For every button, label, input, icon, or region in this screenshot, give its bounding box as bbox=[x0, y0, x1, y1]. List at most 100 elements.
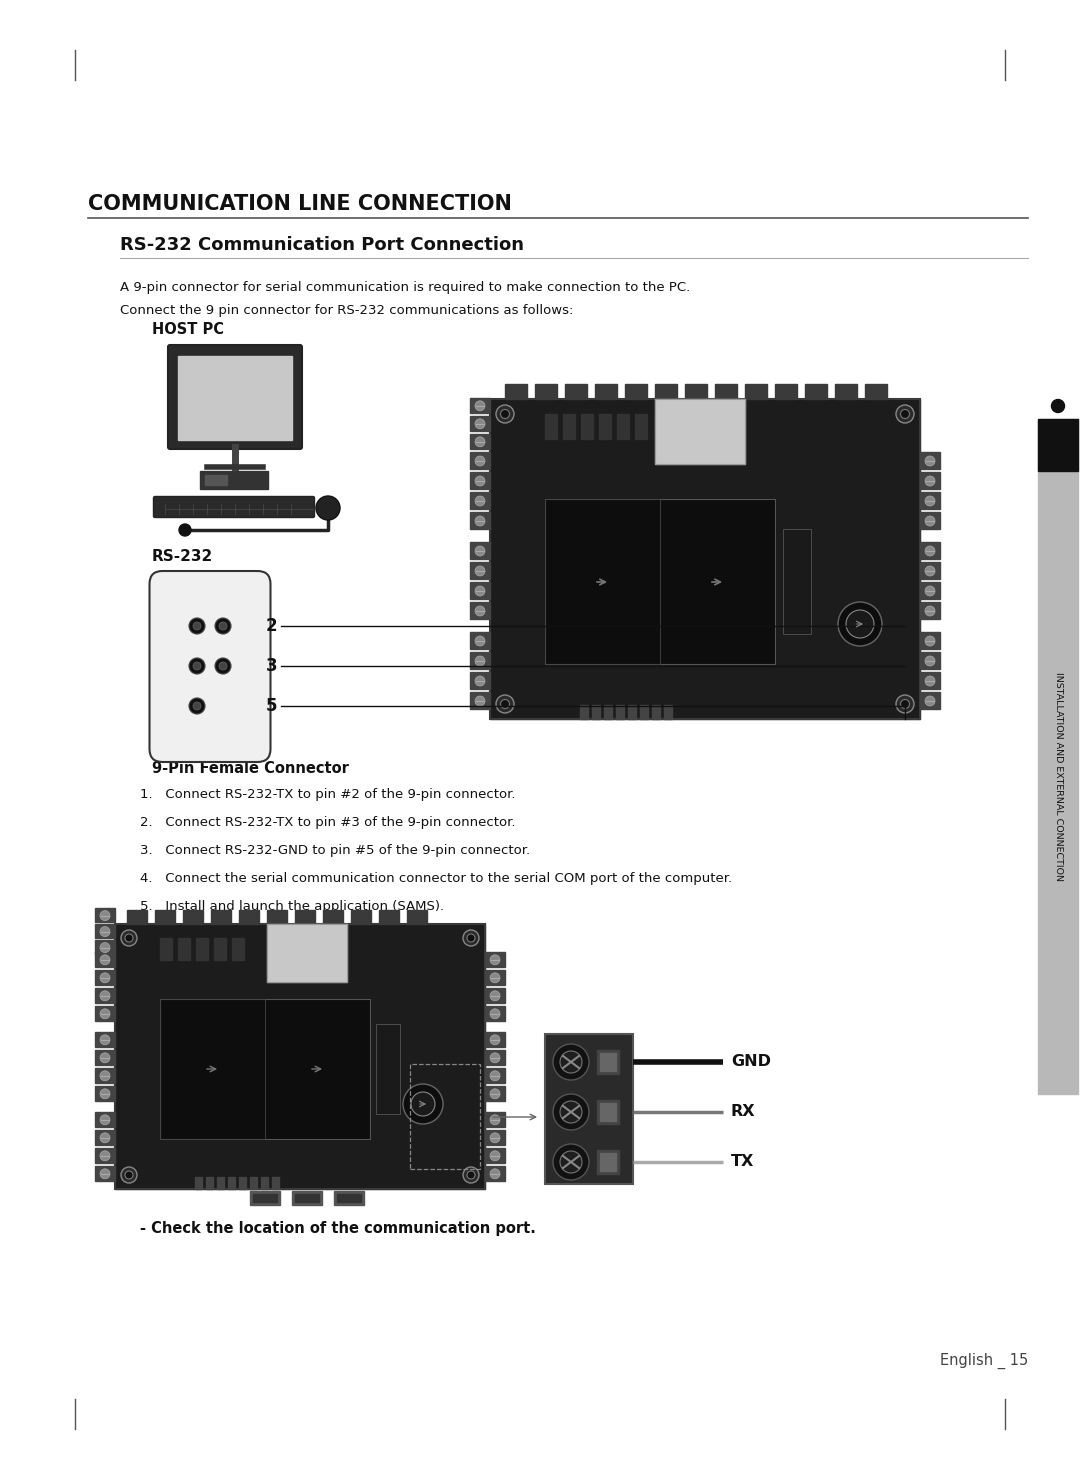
Bar bbox=[239, 1177, 246, 1189]
Bar bbox=[95, 1068, 114, 1083]
Bar bbox=[545, 414, 557, 439]
Circle shape bbox=[500, 700, 510, 708]
Circle shape bbox=[553, 1143, 589, 1180]
Bar bbox=[485, 1068, 505, 1083]
Bar bbox=[267, 910, 287, 924]
Bar bbox=[535, 385, 557, 399]
Circle shape bbox=[125, 935, 133, 942]
Bar bbox=[485, 1086, 505, 1100]
Bar bbox=[490, 399, 920, 719]
Bar bbox=[407, 910, 427, 924]
Circle shape bbox=[924, 606, 935, 615]
Circle shape bbox=[490, 1035, 500, 1044]
Text: 1.   Connect RS-232-TX to pin #2 of the 9-pin connector.: 1. Connect RS-232-TX to pin #2 of the 9-… bbox=[140, 788, 515, 802]
Circle shape bbox=[189, 658, 205, 674]
Bar bbox=[565, 385, 588, 399]
Bar bbox=[95, 988, 114, 1003]
Text: RS-232 Communication Port Connection: RS-232 Communication Port Connection bbox=[120, 237, 524, 254]
Bar bbox=[95, 1050, 114, 1065]
Circle shape bbox=[215, 658, 231, 674]
Circle shape bbox=[496, 405, 514, 423]
Bar bbox=[178, 356, 292, 439]
Bar bbox=[600, 1053, 616, 1071]
Bar bbox=[95, 1130, 114, 1145]
Circle shape bbox=[924, 566, 935, 575]
Bar bbox=[745, 385, 767, 399]
Bar bbox=[470, 692, 490, 708]
Bar bbox=[261, 1177, 268, 1189]
Text: COMMUNICATION LINE CONNECTION: COMMUNICATION LINE CONNECTION bbox=[87, 194, 512, 214]
Circle shape bbox=[121, 1167, 137, 1183]
Bar bbox=[253, 1194, 276, 1202]
Bar bbox=[1038, 419, 1078, 470]
Bar bbox=[505, 385, 527, 399]
Circle shape bbox=[924, 516, 935, 527]
Bar bbox=[114, 924, 485, 1189]
Bar bbox=[597, 1151, 619, 1174]
Bar bbox=[292, 1191, 322, 1205]
Circle shape bbox=[189, 698, 205, 714]
Circle shape bbox=[215, 618, 231, 634]
Bar bbox=[920, 472, 940, 490]
Bar bbox=[625, 385, 647, 399]
Bar bbox=[470, 541, 490, 559]
Bar bbox=[178, 938, 190, 960]
Bar bbox=[95, 908, 114, 921]
Circle shape bbox=[193, 623, 201, 630]
Bar bbox=[920, 453, 940, 469]
Circle shape bbox=[100, 927, 110, 936]
Circle shape bbox=[924, 657, 935, 666]
Bar bbox=[295, 910, 315, 924]
Circle shape bbox=[496, 695, 514, 713]
Bar bbox=[470, 472, 490, 490]
Bar bbox=[920, 493, 940, 509]
Circle shape bbox=[475, 636, 485, 646]
Bar bbox=[640, 705, 648, 719]
Circle shape bbox=[475, 436, 485, 447]
Circle shape bbox=[219, 623, 227, 630]
Bar bbox=[249, 1177, 257, 1189]
Text: 3.   Connect RS-232-GND to pin #5 of the 9-pin connector.: 3. Connect RS-232-GND to pin #5 of the 9… bbox=[140, 845, 530, 856]
Bar bbox=[652, 705, 660, 719]
Circle shape bbox=[403, 1084, 443, 1124]
Circle shape bbox=[100, 1151, 110, 1161]
Text: GND: GND bbox=[731, 1053, 771, 1068]
Circle shape bbox=[100, 1009, 110, 1019]
Bar bbox=[470, 398, 490, 413]
Bar bbox=[470, 493, 490, 509]
Circle shape bbox=[316, 495, 340, 521]
Bar bbox=[600, 1103, 616, 1121]
Bar bbox=[95, 1148, 114, 1162]
Circle shape bbox=[490, 955, 500, 964]
Circle shape bbox=[490, 1133, 500, 1143]
Bar bbox=[470, 416, 490, 430]
Bar bbox=[410, 1063, 480, 1168]
Bar bbox=[351, 910, 372, 924]
Bar bbox=[490, 399, 920, 719]
Bar bbox=[920, 602, 940, 620]
Bar bbox=[239, 910, 259, 924]
Circle shape bbox=[179, 524, 191, 535]
Circle shape bbox=[100, 973, 110, 984]
Bar bbox=[715, 385, 737, 399]
Circle shape bbox=[100, 1089, 110, 1099]
Bar bbox=[195, 938, 208, 960]
Text: HOST PC: HOST PC bbox=[152, 322, 224, 337]
Bar bbox=[592, 705, 600, 719]
Text: 2: 2 bbox=[266, 617, 278, 634]
Circle shape bbox=[100, 1115, 110, 1126]
Bar bbox=[485, 1050, 505, 1065]
Text: English _ 15: English _ 15 bbox=[940, 1353, 1028, 1370]
Text: A 9-pin connector for serial communication is required to make connection to the: A 9-pin connector for serial communicati… bbox=[120, 281, 690, 294]
Bar bbox=[783, 529, 811, 634]
Bar bbox=[160, 938, 172, 960]
Bar bbox=[604, 705, 612, 719]
Circle shape bbox=[1052, 399, 1065, 413]
Circle shape bbox=[924, 476, 935, 487]
Bar bbox=[95, 970, 114, 985]
Circle shape bbox=[467, 1171, 475, 1179]
Bar bbox=[470, 583, 490, 599]
Circle shape bbox=[219, 663, 227, 670]
Bar bbox=[865, 385, 887, 399]
Circle shape bbox=[924, 495, 935, 506]
